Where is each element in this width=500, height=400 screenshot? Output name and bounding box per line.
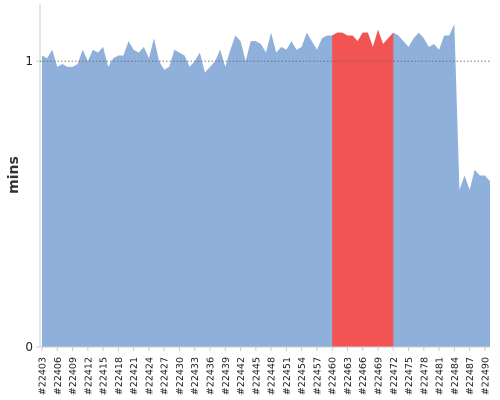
x-tick-label: #22472 bbox=[389, 357, 400, 395]
plot-area bbox=[39, 4, 490, 348]
y-axis-title: mins bbox=[6, 156, 22, 194]
x-tick-label: #22460 bbox=[328, 357, 339, 395]
x-tick-label: #22403 bbox=[38, 357, 49, 395]
x-tick-label: #22439 bbox=[221, 357, 232, 395]
x-tick-label: #22430 bbox=[175, 357, 186, 395]
x-tick-label: #22424 bbox=[144, 357, 155, 395]
x-tick-label: #22490 bbox=[480, 357, 491, 395]
x-tick-label: #22463 bbox=[343, 357, 354, 395]
x-tick-label: #22457 bbox=[312, 357, 323, 395]
x-tick-label: #22406 bbox=[53, 357, 64, 395]
x-tick-label: #22475 bbox=[404, 357, 415, 395]
x-tick-label: #22451 bbox=[282, 357, 293, 395]
x-tick-label: #22436 bbox=[206, 357, 217, 395]
x-tick-label: #22484 bbox=[450, 357, 461, 395]
x-tick-label: #22421 bbox=[129, 357, 140, 395]
x-tick-label: #22487 bbox=[465, 357, 476, 395]
highlight-area bbox=[332, 29, 394, 347]
y-axis: 01 bbox=[25, 54, 40, 354]
x-axis: #22403 #22406 #22409 #22412 #22415 #22418 #224… bbox=[38, 347, 491, 395]
x-tick-label: #22469 bbox=[374, 357, 385, 395]
x-tick-label: #22445 bbox=[251, 357, 262, 395]
x-tick-label: #22409 bbox=[68, 357, 79, 395]
x-tick-label: #22448 bbox=[267, 357, 278, 395]
x-tick-label: #22412 bbox=[83, 357, 94, 395]
x-tick-label: #22415 bbox=[99, 357, 110, 395]
x-tick-label: #22481 bbox=[435, 357, 446, 395]
x-tick-label: #22442 bbox=[236, 357, 247, 395]
x-tick-label: #22427 bbox=[160, 357, 171, 395]
x-tick-label: #22418 bbox=[114, 357, 125, 395]
y-tick-label: 1 bbox=[25, 54, 33, 68]
x-tick-label: #22466 bbox=[358, 357, 369, 395]
x-tick-label: #22478 bbox=[419, 357, 430, 395]
x-tick-label: #22454 bbox=[297, 357, 308, 395]
series-area bbox=[42, 24, 490, 347]
y-tick-label: 0 bbox=[25, 340, 33, 354]
x-tick-label: #22433 bbox=[190, 357, 201, 395]
